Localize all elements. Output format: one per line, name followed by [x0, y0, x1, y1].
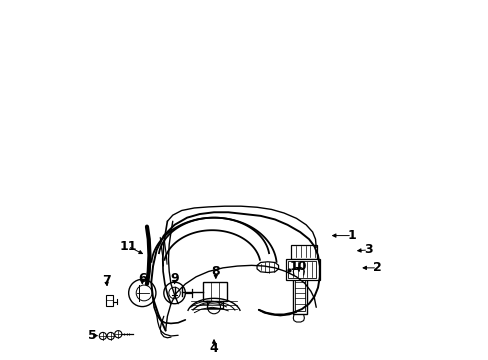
Text: 10: 10	[289, 260, 306, 273]
Bar	[285, 259, 319, 280]
Text: 11: 11	[119, 240, 137, 253]
Text: 2: 2	[372, 261, 381, 274]
Bar	[203, 282, 226, 301]
Text: 3: 3	[363, 243, 372, 256]
Text: 6: 6	[138, 272, 146, 285]
Text: 7: 7	[102, 274, 111, 287]
Text: 9: 9	[170, 272, 179, 285]
Text: 4: 4	[209, 342, 218, 355]
Text: 8: 8	[211, 265, 220, 278]
Bar	[292, 275, 306, 315]
Text: 1: 1	[347, 229, 356, 242]
Bar	[294, 277, 304, 311]
Bar	[106, 295, 113, 306]
Bar	[287, 261, 316, 278]
Bar	[290, 244, 316, 259]
Text: 5: 5	[87, 329, 96, 342]
